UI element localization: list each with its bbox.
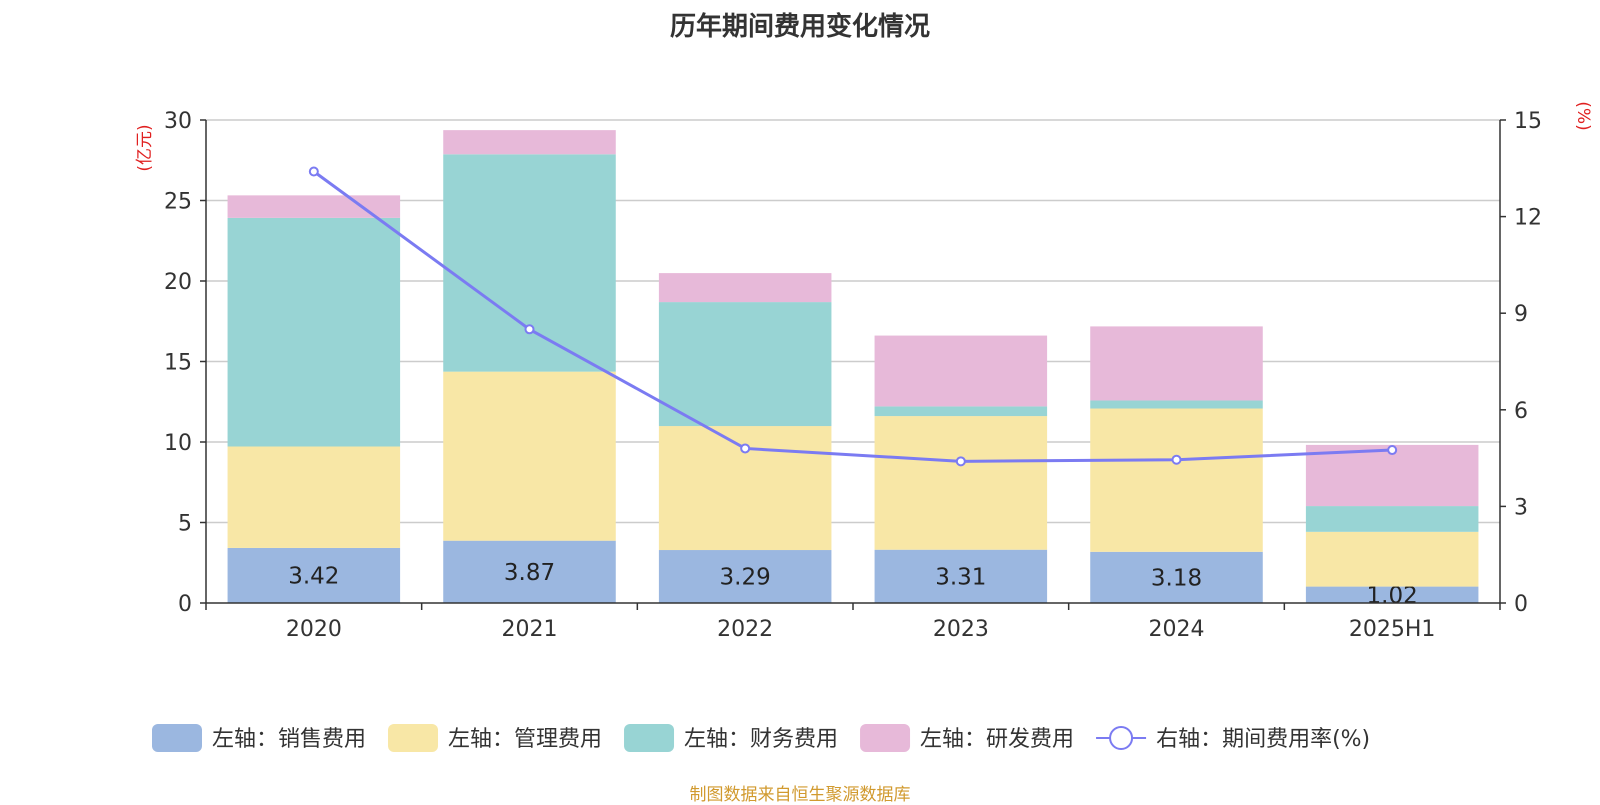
bar-segment: [443, 371, 616, 541]
bar-segment: [227, 195, 401, 218]
rate-point: [955, 456, 966, 467]
bar-segment: [1090, 551, 1263, 603]
legend-swatch: [152, 724, 202, 752]
source-note: 制图数据来自恒生聚源数据库: [689, 785, 911, 805]
x-tick-label: 2021: [502, 617, 558, 642]
x-tick-label: 2020: [286, 617, 342, 642]
bar-segment: [874, 335, 1048, 407]
bar-segment: [443, 154, 616, 372]
left-tick-label: 5: [178, 512, 192, 537]
bar-segment: [874, 416, 1048, 550]
bar-segment: [1305, 531, 1479, 587]
right-tick-label: 6: [1514, 399, 1528, 424]
data-label: 1.02: [1367, 583, 1418, 609]
left-tick-label: 30: [164, 109, 192, 134]
right-tick-label: 0: [1514, 592, 1528, 617]
data-label: 3.87: [504, 560, 555, 586]
legend-swatch: [624, 724, 675, 752]
left-axis-unit-label: (亿元): [135, 124, 155, 171]
bar-segment: [658, 302, 832, 427]
left-tick-label: 0: [178, 592, 192, 617]
bar-segment: [1090, 408, 1263, 552]
left-tick-label: 25: [164, 190, 192, 215]
bar-segment: [227, 217, 401, 447]
legend-label: 左轴：管理费用: [448, 727, 602, 752]
bar-segment: [658, 550, 832, 603]
bar-segment: [874, 549, 1048, 603]
rate-point: [524, 324, 535, 335]
chart-title: 历年期间费用变化情况: [669, 12, 930, 42]
rate-point: [1171, 454, 1182, 465]
rate-point: [740, 443, 751, 454]
left-tick-label: 10: [164, 431, 192, 456]
right-tick-label: 9: [1514, 302, 1528, 327]
legend-swatch: [388, 724, 439, 752]
x-tick-label: 2022: [717, 617, 773, 642]
right-tick-label: 12: [1514, 206, 1542, 231]
legend-label: 右轴：期间费用率(%): [1156, 727, 1370, 752]
legend-swatch: [860, 724, 911, 752]
legend-marker: [1109, 726, 1134, 750]
data-label: 3.42: [288, 563, 339, 589]
left-tick-label: 15: [164, 351, 192, 376]
legend-label: 左轴：财务费用: [684, 727, 838, 752]
bar-segment: [1090, 400, 1263, 409]
rate-point: [1387, 445, 1398, 456]
data-label: 3.18: [1151, 565, 1202, 591]
right-tick-label: 3: [1514, 495, 1528, 520]
bar-segment: [1305, 506, 1479, 532]
bar-segment: [443, 130, 616, 155]
bar-segment: [1305, 444, 1479, 507]
right-axis-unit-label: (%): [1573, 101, 1593, 130]
bar-segment: [658, 273, 832, 303]
legend-label: 左轴：销售费用: [212, 727, 366, 752]
x-tick-label: 2024: [1149, 617, 1205, 642]
bar-segment: [227, 446, 401, 548]
x-tick-label: 2023: [933, 617, 989, 642]
rate-line: [312, 170, 1393, 463]
bar-segment: [874, 406, 1048, 417]
data-label: 3.29: [720, 565, 771, 591]
x-tick-label: 2025H1: [1349, 617, 1436, 642]
bar-segment: [227, 547, 401, 603]
left-tick-label: 20: [164, 270, 192, 295]
bar-segment: [1090, 326, 1263, 401]
rate-point: [308, 166, 319, 177]
right-tick-label: 15: [1514, 109, 1542, 134]
legend-label: 左轴：研发费用: [920, 727, 1074, 752]
data-label: 3.31: [935, 564, 986, 590]
bar-segment: [1305, 586, 1479, 603]
bar-segment: [443, 540, 616, 603]
